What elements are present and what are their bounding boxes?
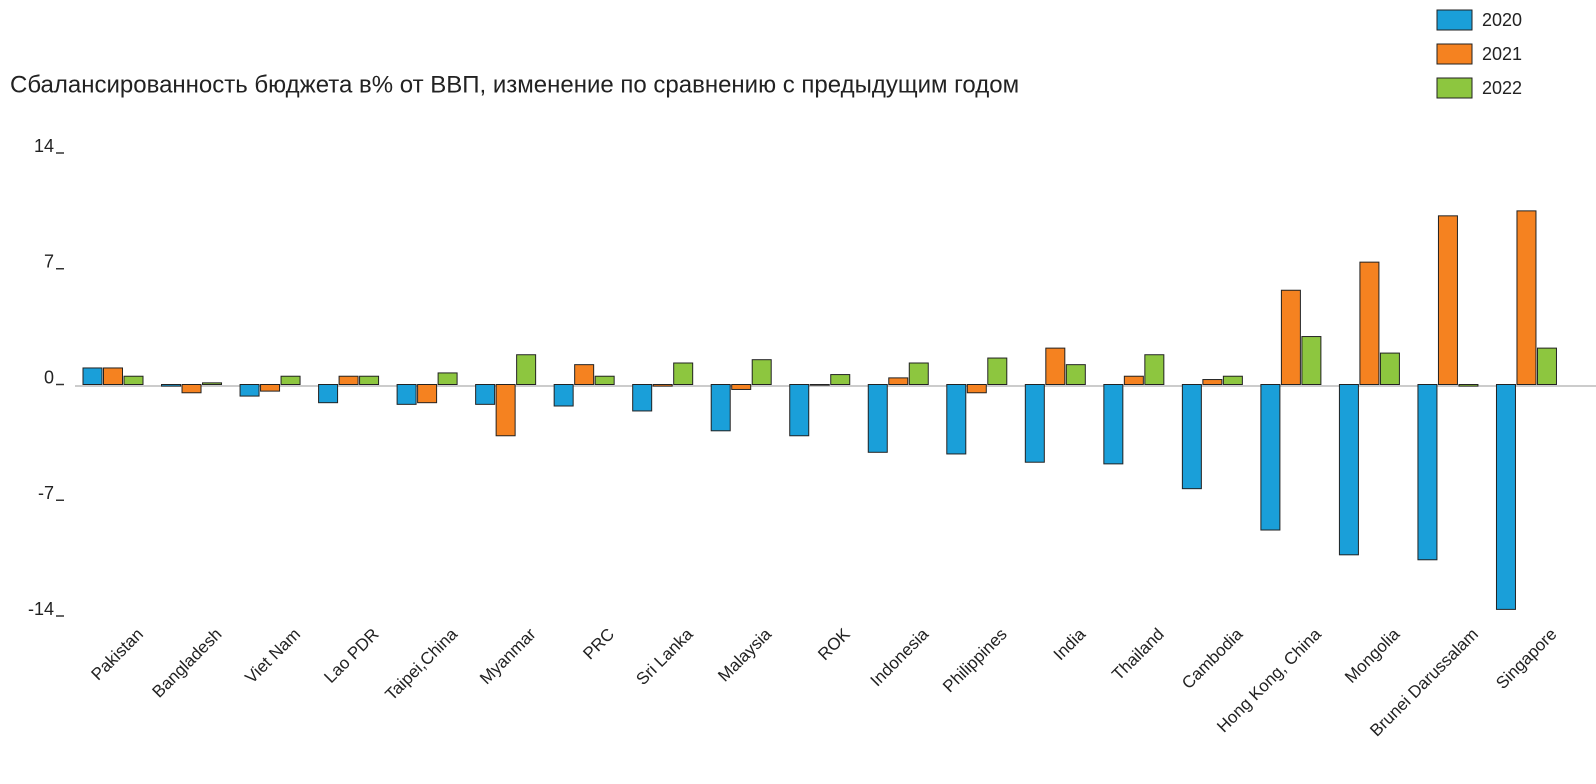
y-tick-label: 0 (44, 367, 54, 387)
bar (1181, 384, 1202, 490)
bar (475, 384, 496, 405)
x-tick-label: Malaysia (714, 624, 775, 685)
bar (1495, 384, 1516, 610)
bar (338, 375, 359, 386)
y-tick-label: 14 (34, 136, 54, 156)
bar (751, 359, 772, 386)
x-tick-label: Sri Lanka (632, 624, 697, 689)
bar (1103, 384, 1124, 465)
bar (239, 384, 260, 397)
bar (809, 384, 830, 386)
bar (966, 384, 987, 394)
bar (260, 384, 281, 392)
x-tick-label: PRC (579, 625, 618, 664)
bar (280, 375, 301, 386)
bar (1202, 379, 1223, 385)
bar (437, 372, 458, 385)
bar (202, 382, 223, 386)
bar (1301, 336, 1322, 385)
bar (789, 384, 810, 437)
bar (632, 384, 653, 412)
y-tick-label: -14 (28, 599, 54, 619)
bar (830, 374, 851, 386)
bar (417, 384, 438, 404)
bar (1458, 384, 1479, 387)
bar (1123, 375, 1144, 386)
x-tick-label: Lao PDR (320, 625, 382, 687)
x-tick-label: Thailand (1108, 625, 1168, 685)
bar (181, 384, 202, 394)
legend-swatch (1436, 77, 1473, 99)
legend-label: 2022 (1482, 78, 1522, 98)
bar (1065, 364, 1086, 385)
x-tick-label: Viet Nam (241, 625, 304, 688)
x-tick-label: Mongolia (1341, 624, 1404, 687)
x-tick-label: ROK (814, 624, 854, 664)
chart-title: Сбалансированность бюджета в% от ВВП, из… (10, 71, 1019, 98)
bar (574, 364, 595, 385)
legend-label: 2020 (1482, 10, 1522, 30)
bar (594, 375, 615, 386)
y-tick-label: 7 (44, 252, 54, 272)
bar (908, 362, 929, 385)
x-tick-label: Philippines (939, 625, 1011, 697)
bar (710, 384, 731, 432)
bar (673, 362, 694, 385)
bar (1045, 347, 1066, 385)
bar (946, 384, 967, 455)
bar (1280, 289, 1301, 385)
bar (318, 384, 339, 404)
legend-swatch (1436, 43, 1473, 65)
bar (516, 354, 537, 386)
bar (867, 384, 888, 453)
x-tick-label: Singapore (1492, 625, 1560, 693)
bar (1024, 384, 1045, 463)
bar (82, 367, 103, 386)
bar (103, 367, 123, 386)
x-tick-label: Taipei,China (382, 624, 462, 704)
x-tick-label: Cambodia (1178, 624, 1247, 693)
bar (1379, 352, 1400, 386)
bar (359, 375, 380, 386)
bar (1536, 347, 1557, 385)
y-tick-label: -7 (38, 483, 54, 503)
bar (553, 384, 574, 407)
bar (1437, 215, 1458, 385)
bar (1144, 354, 1165, 386)
bar (731, 384, 752, 390)
bar (161, 384, 182, 387)
bar (123, 375, 144, 386)
legend-swatch (1436, 9, 1473, 31)
legend-label: 2021 (1482, 44, 1522, 64)
bar (1222, 375, 1243, 386)
x-tick-label: Pakistan (87, 625, 147, 685)
bar (396, 384, 417, 405)
bar (1417, 384, 1438, 561)
bar (1359, 261, 1380, 385)
bar (1260, 384, 1281, 531)
x-tick-label: Myanmar (476, 624, 540, 688)
bar (987, 357, 1008, 385)
bar (652, 384, 673, 387)
bar (495, 384, 516, 437)
x-tick-label: Indonesia (867, 624, 933, 690)
x-tick-label: Bangladesh (149, 625, 226, 702)
bar (1516, 210, 1537, 385)
bar (1338, 384, 1359, 556)
x-tick-label: India (1050, 624, 1090, 664)
bar (888, 377, 909, 385)
